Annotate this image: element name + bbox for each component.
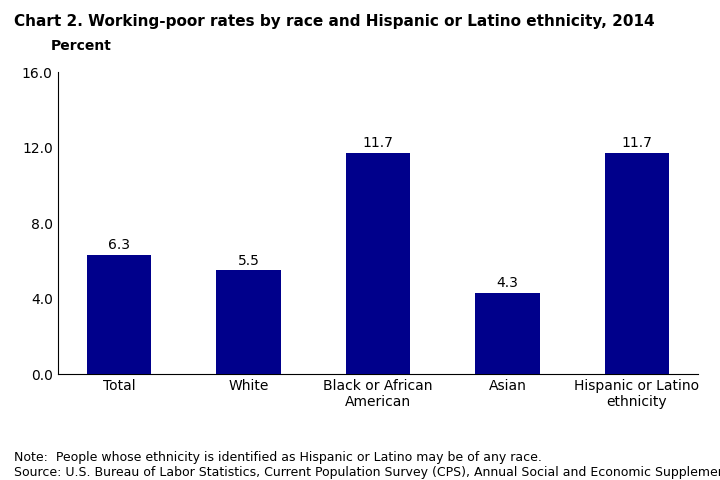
Text: Source: U.S. Bureau of Labor Statistics, Current Population Survey (CPS), Annual: Source: U.S. Bureau of Labor Statistics,…	[14, 466, 720, 479]
Bar	[605, 153, 670, 374]
Text: 11.7: 11.7	[621, 136, 652, 150]
Text: 4.3: 4.3	[497, 276, 518, 290]
Text: Chart 2. Working-poor rates by race and Hispanic or Latino ethnicity, 2014: Chart 2. Working-poor rates by race and …	[14, 14, 655, 29]
Text: 5.5: 5.5	[238, 253, 259, 268]
Text: Note:  People whose ethnicity is identified as Hispanic or Latino may be of any : Note: People whose ethnicity is identifi…	[14, 451, 542, 464]
Bar	[346, 153, 410, 374]
Text: Percent: Percent	[50, 39, 112, 53]
Bar	[216, 270, 281, 374]
Bar	[475, 293, 540, 374]
Bar	[86, 255, 151, 374]
Text: 11.7: 11.7	[363, 136, 393, 150]
Text: 6.3: 6.3	[108, 239, 130, 252]
